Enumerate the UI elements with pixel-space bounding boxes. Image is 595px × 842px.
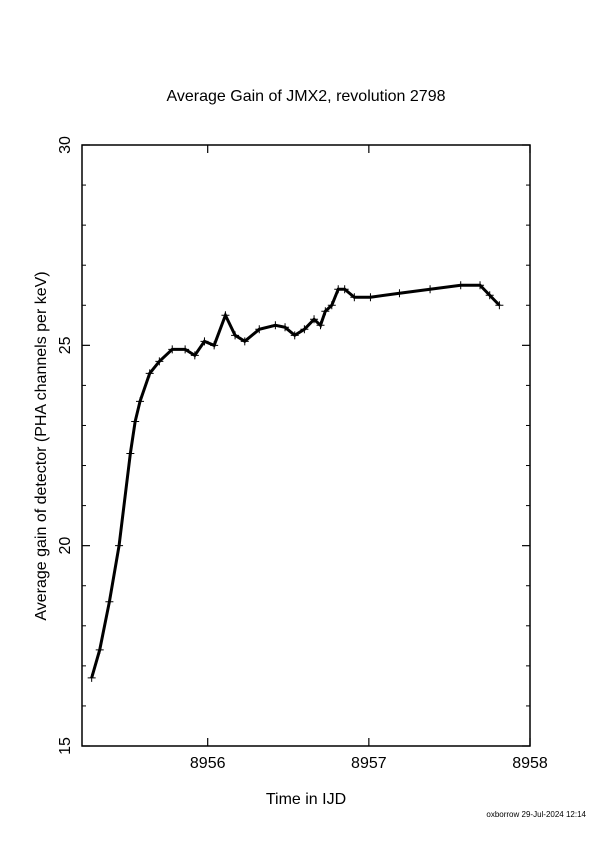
plus-marker (485, 291, 494, 300)
plus-marker (476, 281, 485, 290)
chart-title: Average Gain of JMX2, revolution 2798 (167, 88, 446, 105)
y-tick-label: 15 (57, 737, 74, 755)
plus-marker (426, 285, 435, 294)
data-trace (90, 283, 501, 679)
plot-frame (81, 144, 531, 747)
plus-marker (327, 301, 336, 310)
plus-marker (131, 417, 140, 426)
plus-marker (95, 645, 104, 654)
plus-marker (168, 345, 177, 354)
plus-marker (300, 325, 309, 334)
plus-marker (87, 673, 96, 682)
plus-marker (240, 337, 249, 346)
plus-marker (350, 293, 359, 302)
plus-marker (155, 357, 164, 366)
plus-marker (456, 281, 465, 290)
plus-marker (190, 351, 199, 360)
plus-marker (105, 597, 114, 606)
plus-marker (290, 331, 299, 340)
plus-marker (115, 541, 124, 550)
y-tick-label: 20 (57, 537, 74, 555)
plus-marker (395, 289, 404, 298)
plus-marker (316, 321, 325, 330)
plus-marker (255, 325, 264, 334)
plus-marker (136, 397, 145, 406)
plus-marker (310, 315, 319, 324)
plus-marker (126, 449, 135, 458)
plus-marker (495, 301, 504, 310)
plus-marker (200, 337, 209, 346)
plus-marker (221, 311, 230, 320)
footer: oxborrow 29-Jul-2024 12:14 (486, 810, 586, 819)
plus-marker (321, 307, 330, 316)
x-tick-label: 8957 (351, 755, 387, 772)
plus-marker (366, 293, 375, 302)
y-tick-label: 25 (57, 336, 74, 354)
plus-marker (145, 369, 154, 378)
x-tick-label: 8958 (512, 755, 548, 772)
y-tick-label: 30 (57, 136, 74, 154)
y-axis-label: Average gain of detector (PHA channels p… (33, 271, 50, 620)
plus-marker (210, 341, 219, 350)
plus-marker (231, 331, 240, 340)
x-axis-label: Time in IJD (266, 791, 346, 808)
plus-marker (271, 321, 280, 330)
plus-marker (181, 345, 190, 354)
plus-marker (340, 285, 349, 294)
plus-marker (281, 323, 290, 332)
x-tick-label: 8956 (190, 755, 226, 772)
